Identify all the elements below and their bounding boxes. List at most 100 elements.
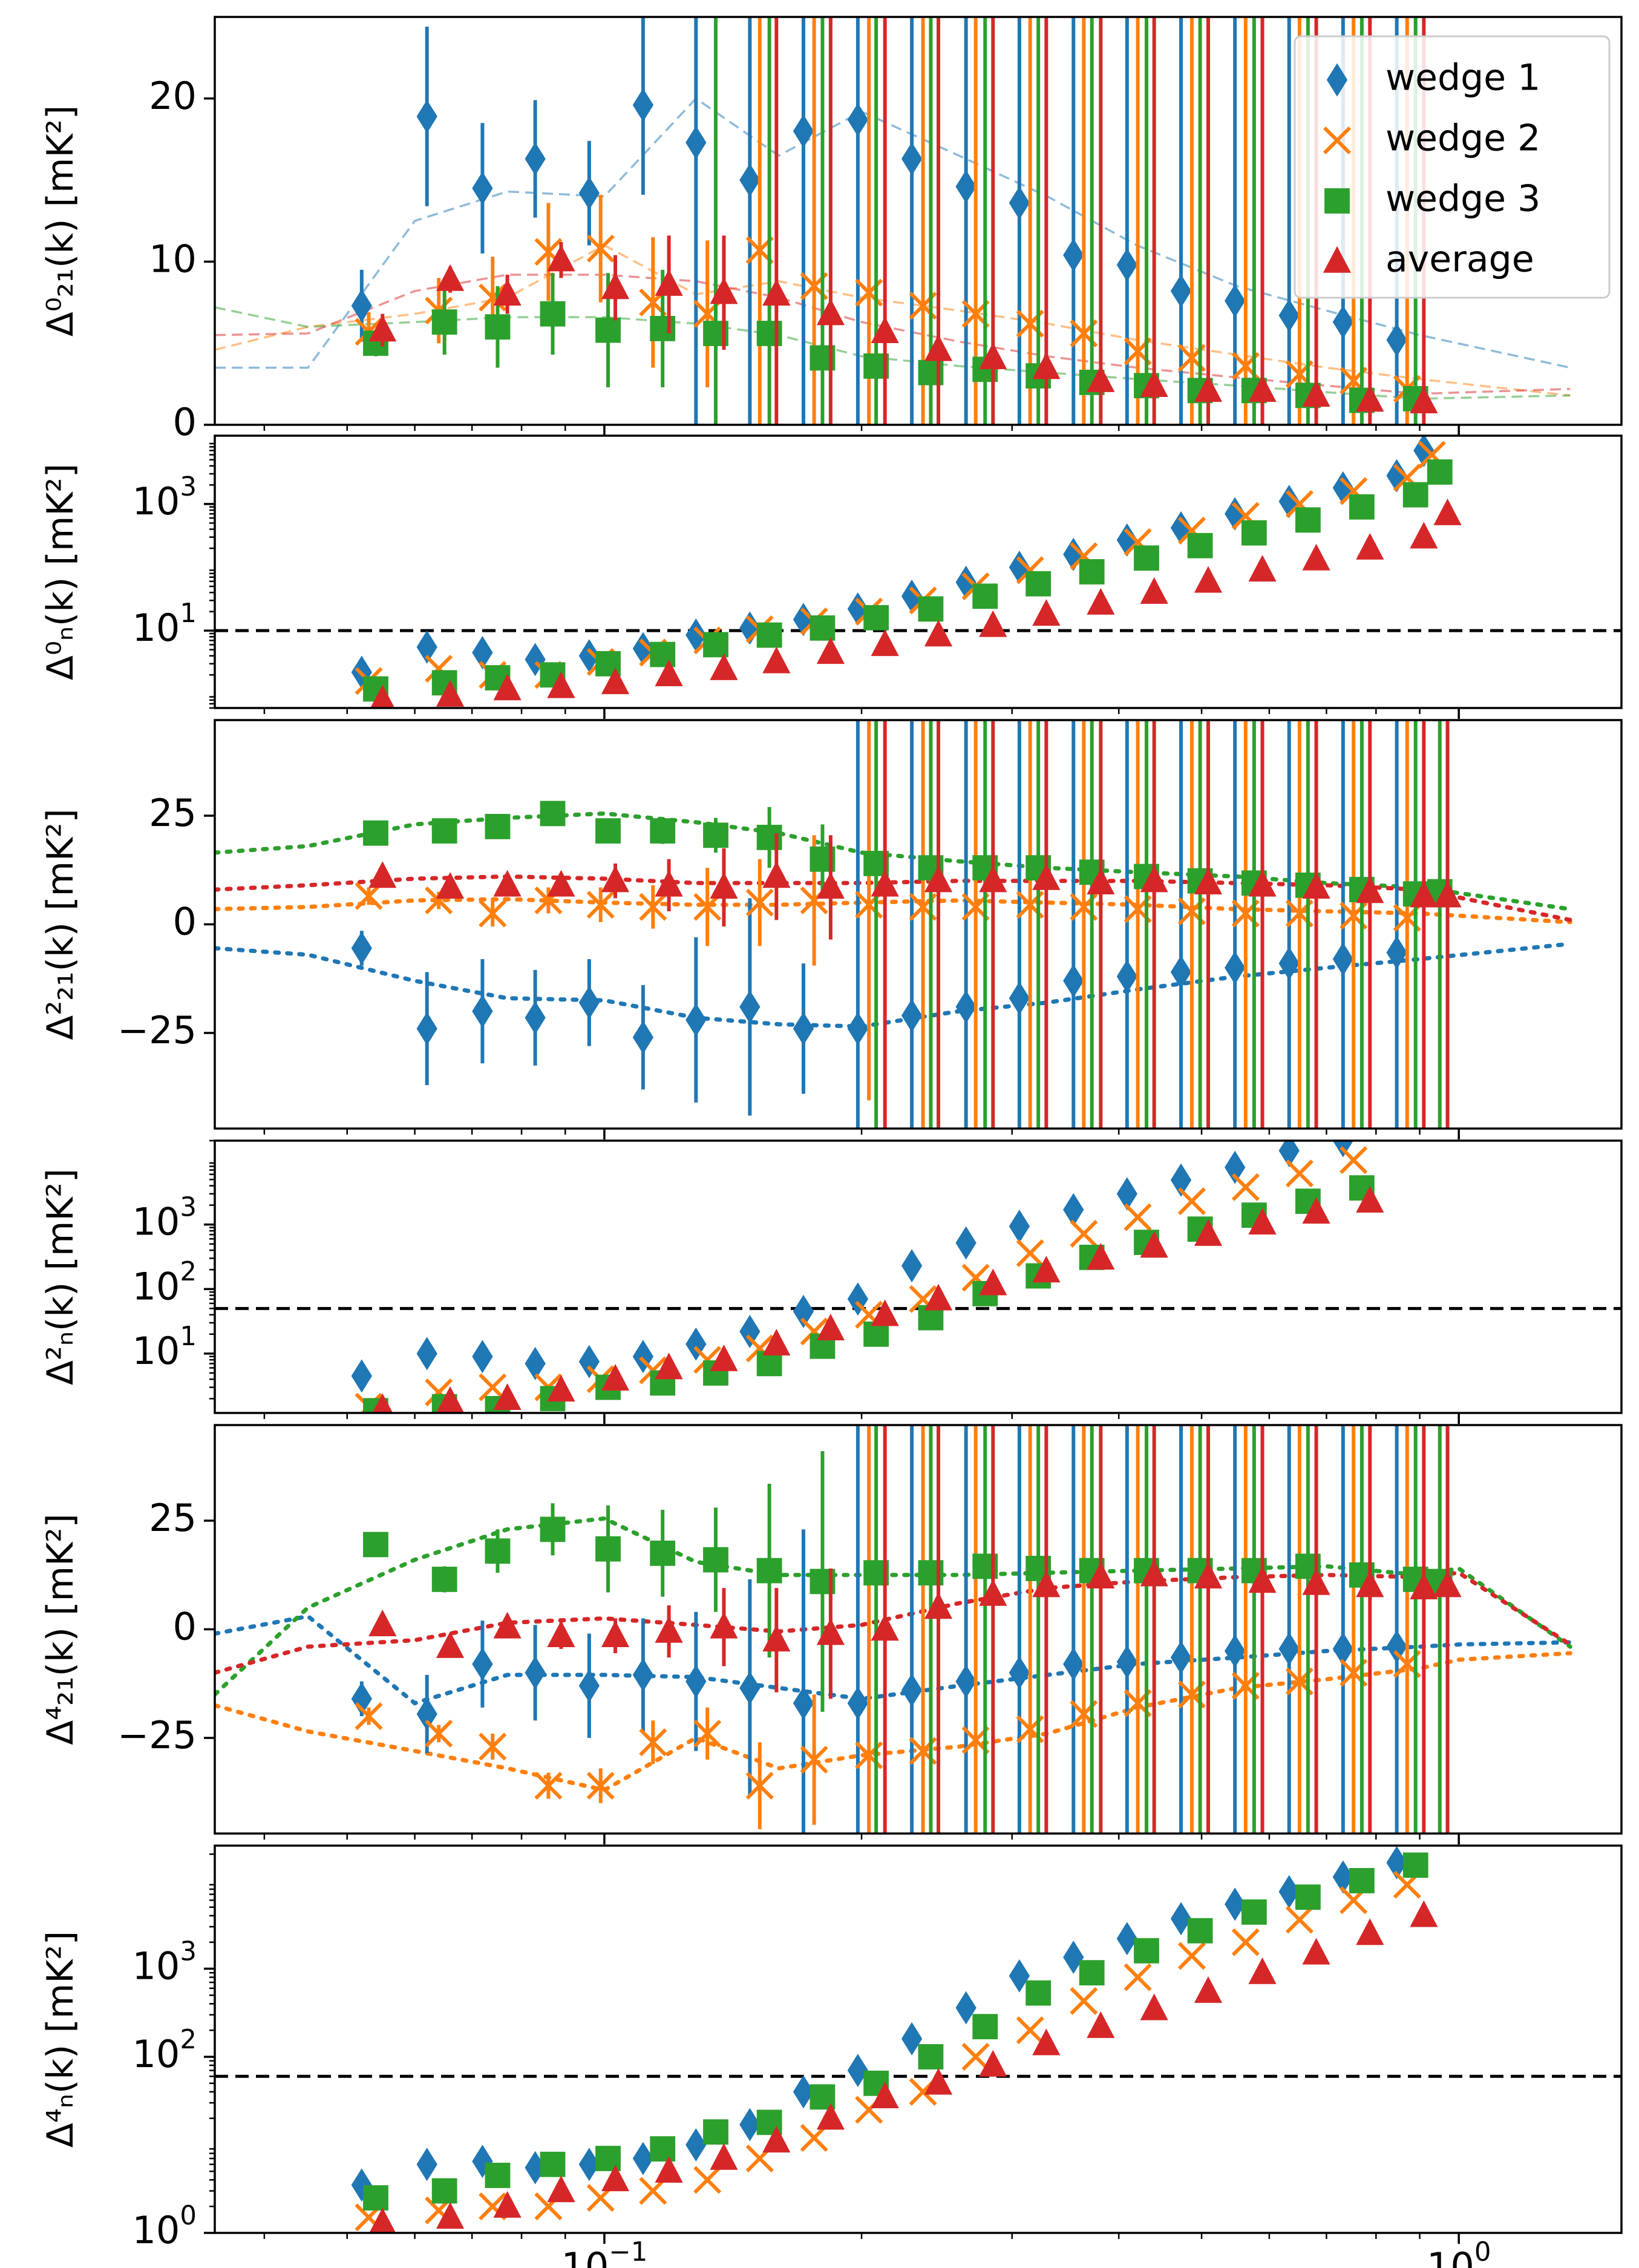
data-point-w2 xyxy=(745,1771,774,1800)
data-point-avg xyxy=(1248,1208,1277,1235)
data-point-w1 xyxy=(1278,946,1300,980)
data-point-w1 xyxy=(847,2053,869,2087)
data-point-avg xyxy=(816,637,845,664)
data-point-avg xyxy=(924,1283,953,1311)
data-point-w3 xyxy=(650,1540,676,1566)
plot-area xyxy=(215,1141,1621,1413)
data-point-w3 xyxy=(1295,1884,1321,1910)
data-point-avg xyxy=(1032,352,1061,379)
plot-area xyxy=(215,436,1621,708)
data-point-avg xyxy=(710,653,738,680)
y-tick-label: 101 xyxy=(132,1321,197,1373)
series-w1 xyxy=(351,1846,1407,2202)
panel-noise_4: 100 102 103 Δ⁴ₙ(k) [mK²] xyxy=(39,1844,1623,2252)
data-point-w2 xyxy=(1177,1942,1206,1970)
data-point-avg xyxy=(1410,1572,1438,1599)
data-point-avg xyxy=(924,865,953,893)
data-point-avg xyxy=(710,2143,738,2170)
data-point-w1 xyxy=(739,990,761,1024)
data-point-w1 xyxy=(1116,960,1137,994)
series-w2 xyxy=(355,1146,1368,1413)
panel-p21_4: −25 0 25 Δ⁴₂₁(k) [mK²] xyxy=(39,1424,1623,1844)
data-point-w3 xyxy=(431,2178,457,2204)
data-point-avg xyxy=(436,872,465,899)
y-axis-label: Δ²₂₁(k) [mK²] xyxy=(39,808,82,1040)
data-point-w1 xyxy=(901,579,923,613)
data-point-w1 xyxy=(901,1249,923,1283)
data-point-avg xyxy=(1194,1219,1223,1246)
data-point-avg xyxy=(1087,365,1115,392)
data-point-w1 xyxy=(1063,1193,1084,1227)
data-point-w1 xyxy=(1009,982,1030,1015)
data-point-w1 xyxy=(901,1673,923,1707)
data-point-avg xyxy=(493,674,522,701)
data-point-w1 xyxy=(901,142,923,176)
data-point-avg xyxy=(816,298,845,326)
series-avg xyxy=(369,1900,1438,2233)
data-point-w1 xyxy=(1170,955,1192,989)
data-point-w1 xyxy=(578,639,600,673)
data-point-avg xyxy=(1032,599,1061,626)
data-point-w1 xyxy=(1009,186,1030,220)
data-point-w2 xyxy=(479,1732,507,1761)
data-point-w1 xyxy=(793,1686,814,1720)
legend-label: wedge 3 xyxy=(1385,178,1540,220)
data-point-w1 xyxy=(1386,936,1407,969)
data-point-w3 xyxy=(540,1516,566,1542)
data-point-w1 xyxy=(578,2148,600,2181)
data-point-avg xyxy=(1087,588,1115,615)
y-tick-label: 100 xyxy=(132,2200,197,2252)
data-point-avg xyxy=(1356,385,1384,412)
data-point-w3 xyxy=(1241,1899,1267,1925)
data-point-w1 xyxy=(578,1669,600,1703)
data-point-w2 xyxy=(479,899,507,928)
data-point-w3 xyxy=(703,822,728,848)
data-point-avg xyxy=(816,2103,845,2130)
data-point-avg xyxy=(1087,1562,1115,1589)
data-point-w3 xyxy=(703,2119,728,2145)
data-point-w1 xyxy=(955,1991,977,2025)
data-point-w3 xyxy=(540,2151,566,2177)
data-point-w3 xyxy=(1349,1868,1375,1893)
data-point-avg xyxy=(493,1383,522,1411)
data-point-w1 xyxy=(416,99,437,133)
series-w2 xyxy=(355,1870,1421,2232)
data-point-w3 xyxy=(1349,494,1375,520)
data-point-w3 xyxy=(1079,1960,1105,1985)
data-point-avg xyxy=(368,315,397,342)
data-point-avg xyxy=(547,244,575,272)
data-point-w1 xyxy=(793,1012,814,1046)
data-point-w1 xyxy=(1224,1150,1246,1184)
data-point-w1 xyxy=(578,176,600,210)
data-point-w3 xyxy=(595,2146,621,2171)
data-point-w3 xyxy=(1427,459,1453,485)
series-avg xyxy=(368,1425,1462,1834)
data-point-w3 xyxy=(1134,1938,1159,1964)
model-line-w1 xyxy=(215,942,1572,1029)
panel-noise_0: 101 103 Δ⁰ₙ(k) [mK²] xyxy=(39,434,1623,719)
data-point-avg xyxy=(493,870,522,897)
data-point-w3 xyxy=(918,596,944,622)
x-tick-label: 100 xyxy=(1427,2237,1491,2268)
data-point-avg xyxy=(979,610,1007,637)
data-point-avg xyxy=(871,1299,899,1326)
y-axis-label: Δ⁴₂₁(k) [mK²] xyxy=(39,1513,82,1745)
data-point-avg xyxy=(655,659,683,686)
data-point-w2 xyxy=(1231,1928,1260,1956)
series-w3 xyxy=(363,1175,1375,1413)
data-point-w3 xyxy=(431,1567,457,1592)
data-point-avg xyxy=(1248,870,1277,897)
data-point-avg xyxy=(601,667,630,695)
data-point-w1 xyxy=(1332,1860,1354,1894)
data-point-w1 xyxy=(955,990,977,1024)
model-line-w1 xyxy=(215,1614,1572,1706)
data-point-w3 xyxy=(1402,482,1428,508)
data-point-avg xyxy=(710,872,738,899)
data-point-w3 xyxy=(650,641,676,667)
legend-entry-avg: average xyxy=(1323,238,1534,281)
data-point-w1 xyxy=(1332,305,1354,339)
data-point-avg xyxy=(493,279,522,306)
data-point-avg xyxy=(1087,1243,1115,1270)
data-point-avg xyxy=(436,264,465,291)
data-point-avg xyxy=(368,861,397,888)
